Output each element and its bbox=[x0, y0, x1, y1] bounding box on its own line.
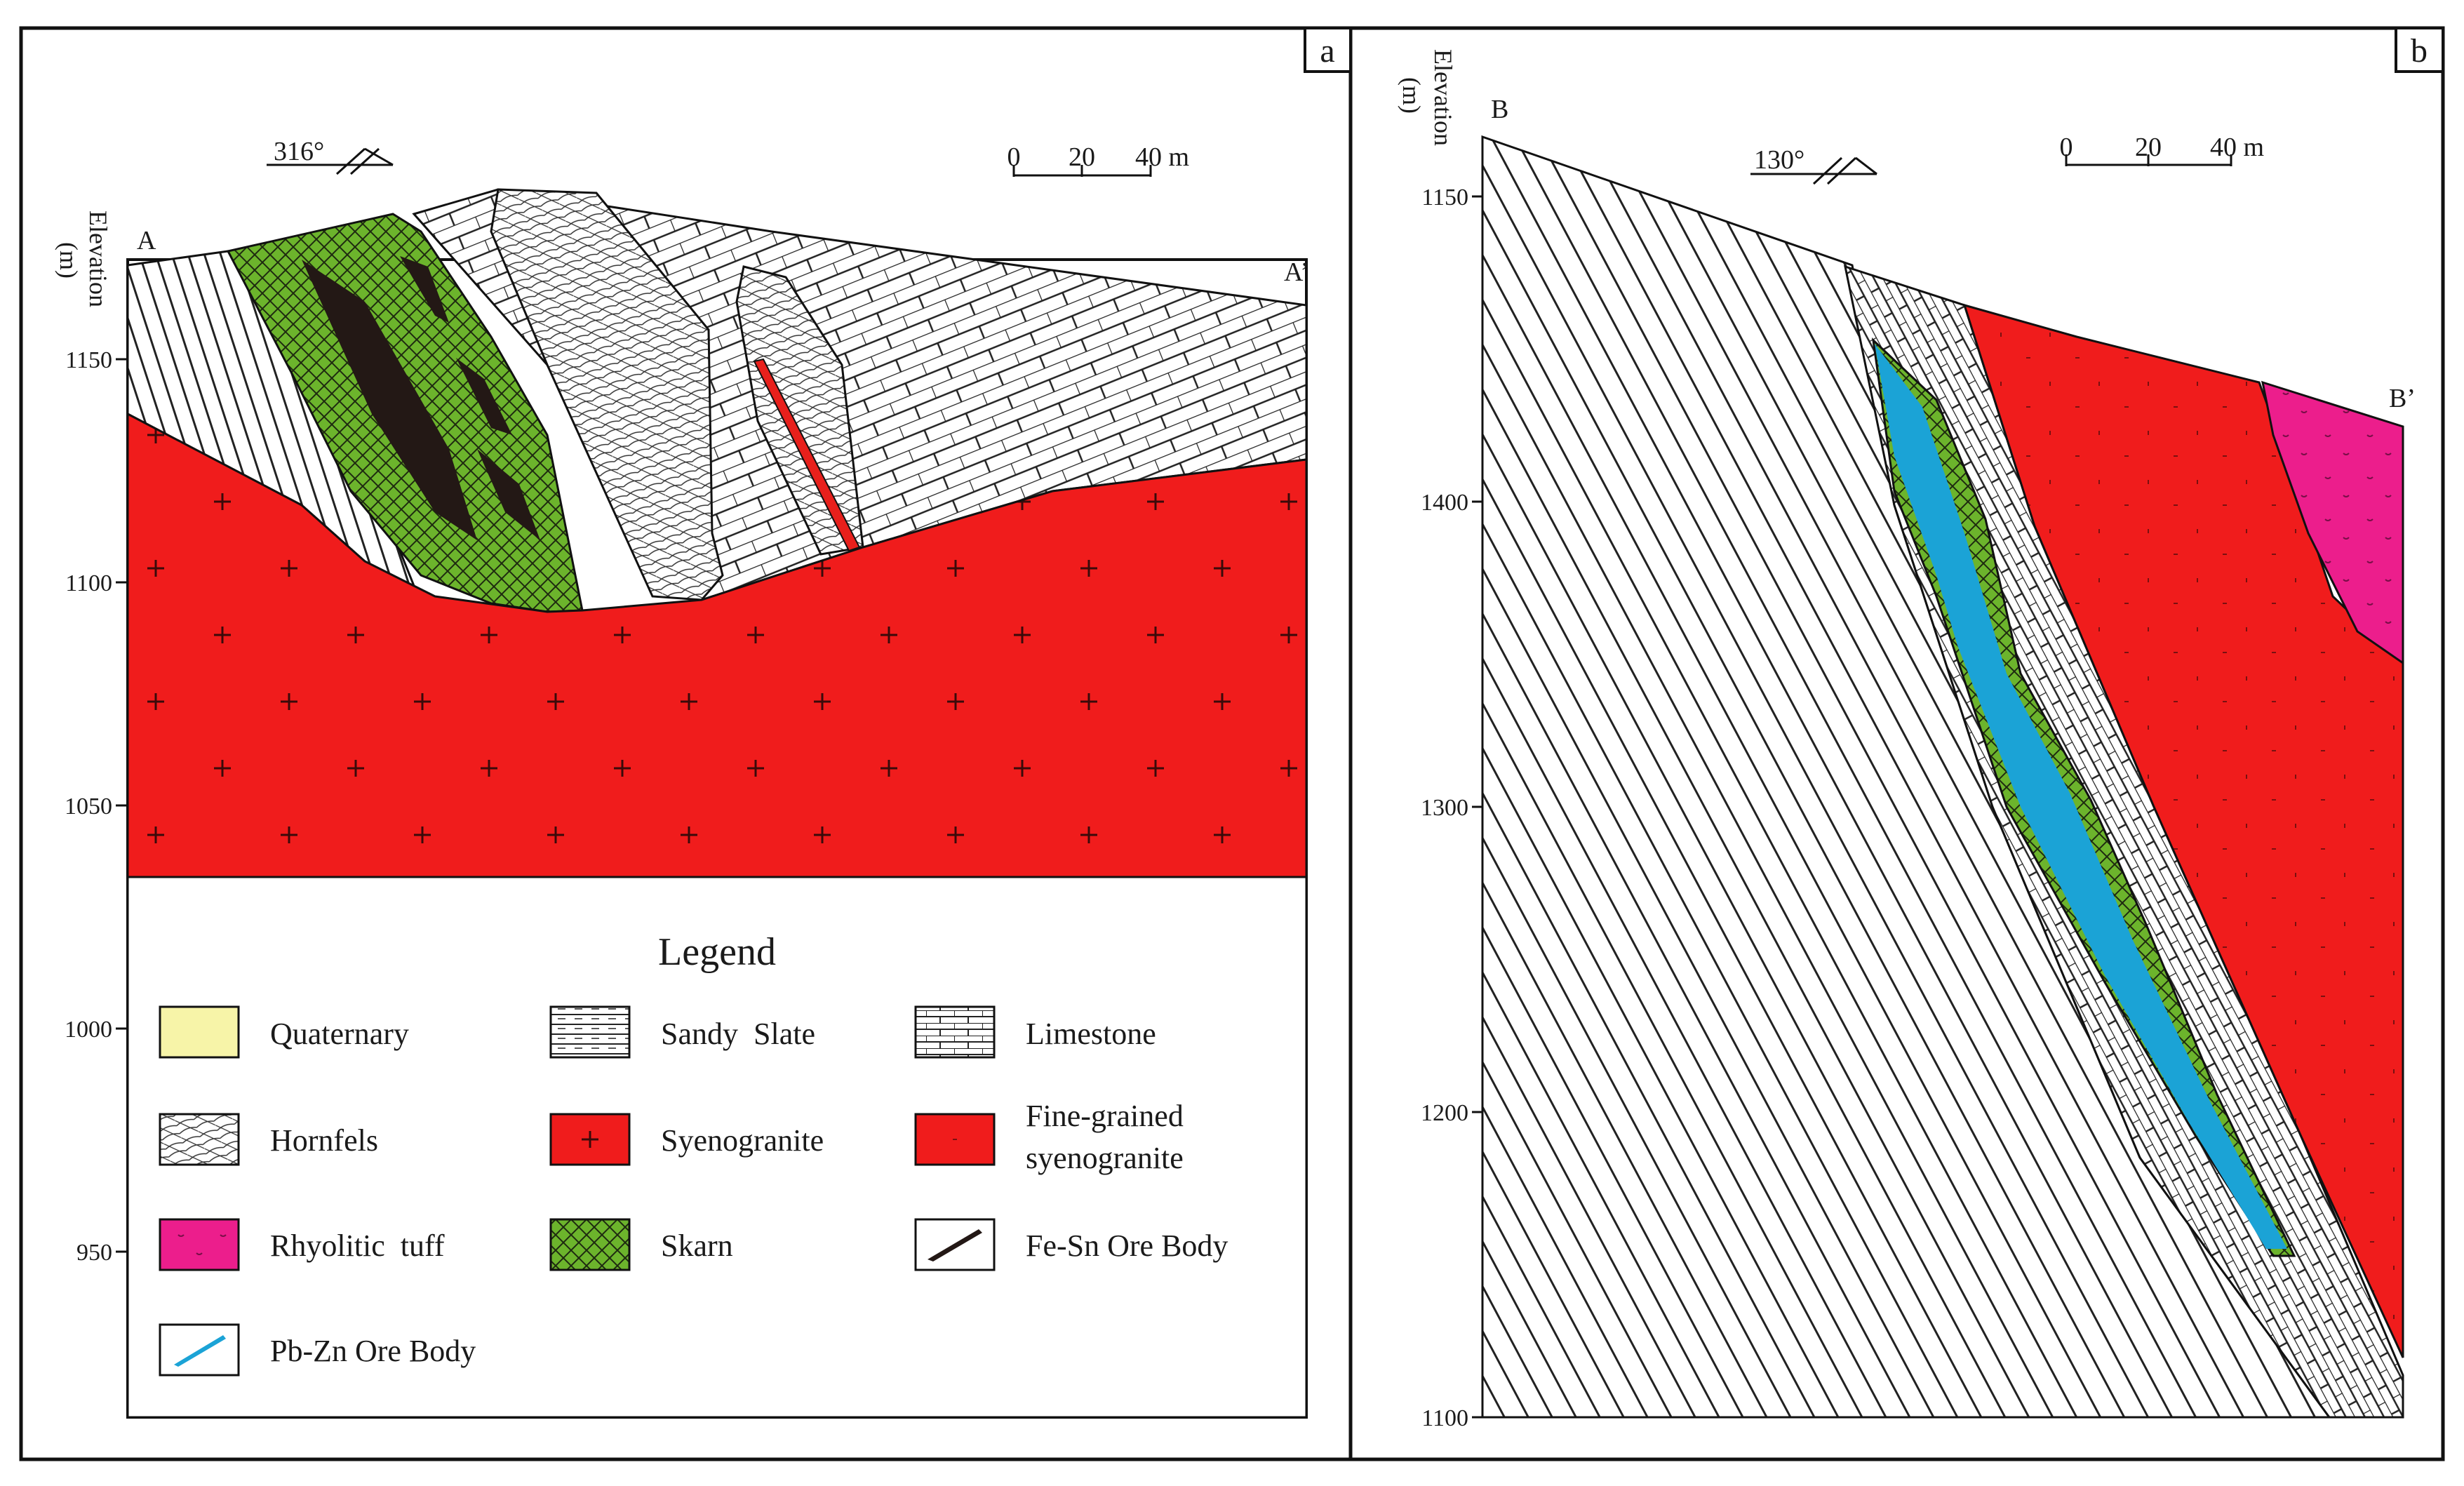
legend-title: Legend bbox=[658, 930, 776, 974]
scale-a-tick-20: 20 bbox=[1069, 142, 1095, 172]
axis-a-tick-1050: 1050 bbox=[65, 794, 112, 819]
legend: Legend Quaternary Sandy Slate Limestone … bbox=[126, 876, 1308, 1419]
panel-b-scale-bar: 0 20 40 m bbox=[2060, 133, 2264, 166]
panel-b-strike-symbol: 130° bbox=[1750, 145, 1877, 185]
axis-a-tick-950: 950 bbox=[76, 1240, 112, 1266]
legend-swatch-sandy-slate bbox=[549, 1005, 631, 1059]
panel-a: a 316° 0 20 40 m Elevation (m) bbox=[55, 27, 1352, 1419]
legend-label-quaternary: Quaternary bbox=[270, 1017, 409, 1051]
legend-swatch-syenogranite bbox=[549, 1113, 631, 1166]
axis-b-tick-1400: 1400 bbox=[1421, 490, 1468, 516]
legend-label-fine-syenogranite-1: Fine-grained bbox=[1026, 1099, 1184, 1133]
legend-swatch-hornfels bbox=[159, 1113, 240, 1166]
legend-swatch-fine-syenogranite bbox=[914, 1113, 996, 1166]
panel-a-scale-bar: 0 20 40 m bbox=[1007, 142, 1189, 177]
axis-b-tick-1200: 1200 bbox=[1421, 1100, 1468, 1126]
panel-a-label-box bbox=[1304, 27, 1352, 73]
panel-b-strike-label: 130° bbox=[1754, 145, 1805, 175]
panel-b-label-box bbox=[2395, 27, 2444, 73]
legend-label-fe-sn-ore: Fe-Sn Ore Body bbox=[1026, 1229, 1228, 1263]
legend-label-sandy-slate: Sandy Slate bbox=[661, 1017, 815, 1051]
scale-b-tick-0: 0 bbox=[2060, 133, 2073, 162]
legend-swatch-fe-sn-ore bbox=[914, 1218, 996, 1271]
legend-label-hornfels: Hornfels bbox=[270, 1123, 378, 1158]
ore-fe-sn-a3 bbox=[456, 358, 512, 435]
panel-a-strike-symbol: 316° bbox=[267, 137, 394, 175]
scale-a-tick-0: 0 bbox=[1007, 142, 1021, 172]
legend-swatch-rhyolitic-tuff bbox=[159, 1218, 240, 1271]
axis-a-tick-1150: 1150 bbox=[65, 347, 112, 373]
section-b-start: B bbox=[1491, 95, 1508, 124]
section-a-end: A’ bbox=[1284, 257, 1309, 287]
axis-b-tick-1300: 1300 bbox=[1421, 795, 1468, 821]
section-b-end: B’ bbox=[2389, 384, 2416, 413]
panel-b-axis-unit: (m) bbox=[1398, 77, 1426, 114]
unit-skarn-b bbox=[1871, 337, 2296, 1257]
panel-a-label: a bbox=[1320, 32, 1334, 69]
panel-b: b 130° 0 20 40 m Elevation (m) bbox=[1398, 27, 2444, 1431]
legend-swatch-limestone bbox=[914, 1005, 996, 1059]
axis-b-tick-1100: 1100 bbox=[1421, 1405, 1468, 1431]
unit-hornfels-a1 bbox=[490, 188, 724, 601]
unit-rhyolitic-tuff-b bbox=[2261, 380, 2404, 665]
axis-a-tick-1000: 1000 bbox=[65, 1017, 112, 1043]
panel-a-axis-unit: (m) bbox=[55, 242, 83, 279]
scale-b-tick-40: 40 m bbox=[2210, 133, 2264, 162]
legend-label-syenogranite: Syenogranite bbox=[661, 1123, 824, 1158]
legend-label-rhyolitic-tuff: Rhyolitic tuff bbox=[270, 1229, 445, 1263]
ore-pb-zn-b bbox=[1875, 344, 2287, 1249]
panel-a-axis-title: Elevation bbox=[84, 210, 112, 307]
scale-b-tick-20: 20 bbox=[2135, 133, 2162, 162]
axis-b-tick-1150: 1150 bbox=[1421, 185, 1468, 210]
legend-label-skarn: Skarn bbox=[661, 1229, 733, 1263]
ore-fe-sn-a1 bbox=[302, 260, 477, 540]
unit-fine-syenogranite-dike-a bbox=[753, 358, 861, 552]
panel-a-elevation-axis: Elevation (m) 1150 1100 1050 1000 950 bbox=[55, 210, 126, 1266]
axis-a-tick-1100: 1100 bbox=[65, 570, 112, 596]
legend-swatch-quaternary bbox=[159, 1005, 240, 1059]
legend-label-fine-syenogranite-2: syenogranite bbox=[1026, 1141, 1184, 1175]
panel-b-axis-title: Elevation bbox=[1429, 49, 1457, 146]
ore-fe-sn-a4 bbox=[477, 449, 540, 540]
unit-hornfels-a2 bbox=[735, 265, 864, 556]
scale-a-tick-40: 40 m bbox=[1135, 142, 1189, 172]
section-a-start: A bbox=[137, 226, 156, 255]
legend-swatch-skarn bbox=[549, 1218, 631, 1271]
panel-b-label: b bbox=[2411, 32, 2428, 69]
legend-swatch-pb-zn-ore bbox=[159, 1323, 240, 1377]
legend-label-pb-zn-ore: Pb-Zn Ore Body bbox=[270, 1334, 476, 1368]
legend-label-limestone: Limestone bbox=[1026, 1017, 1156, 1051]
legend-box bbox=[126, 876, 1308, 1419]
panel-a-strike-label: 316° bbox=[274, 137, 324, 166]
ore-fe-sn-a2 bbox=[400, 256, 449, 323]
